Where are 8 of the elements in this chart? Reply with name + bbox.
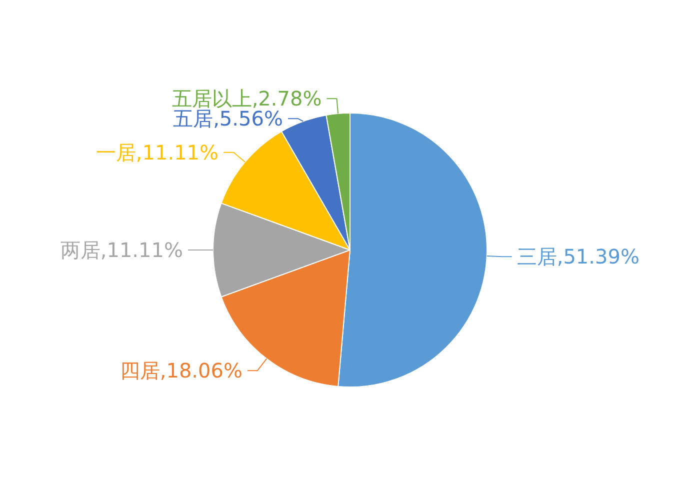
slice-label: 两居 bbox=[60, 238, 100, 262]
slice-label: 一居 bbox=[96, 140, 136, 164]
data-label: ,51.39% bbox=[556, 244, 640, 269]
data-label: ,11.11% bbox=[136, 140, 219, 164]
data-label: ,18.06% bbox=[160, 358, 242, 383]
slice-label: 三居 bbox=[516, 244, 557, 269]
slice-label: 四居 bbox=[120, 358, 160, 383]
data-label: ,11.11% bbox=[100, 238, 183, 262]
